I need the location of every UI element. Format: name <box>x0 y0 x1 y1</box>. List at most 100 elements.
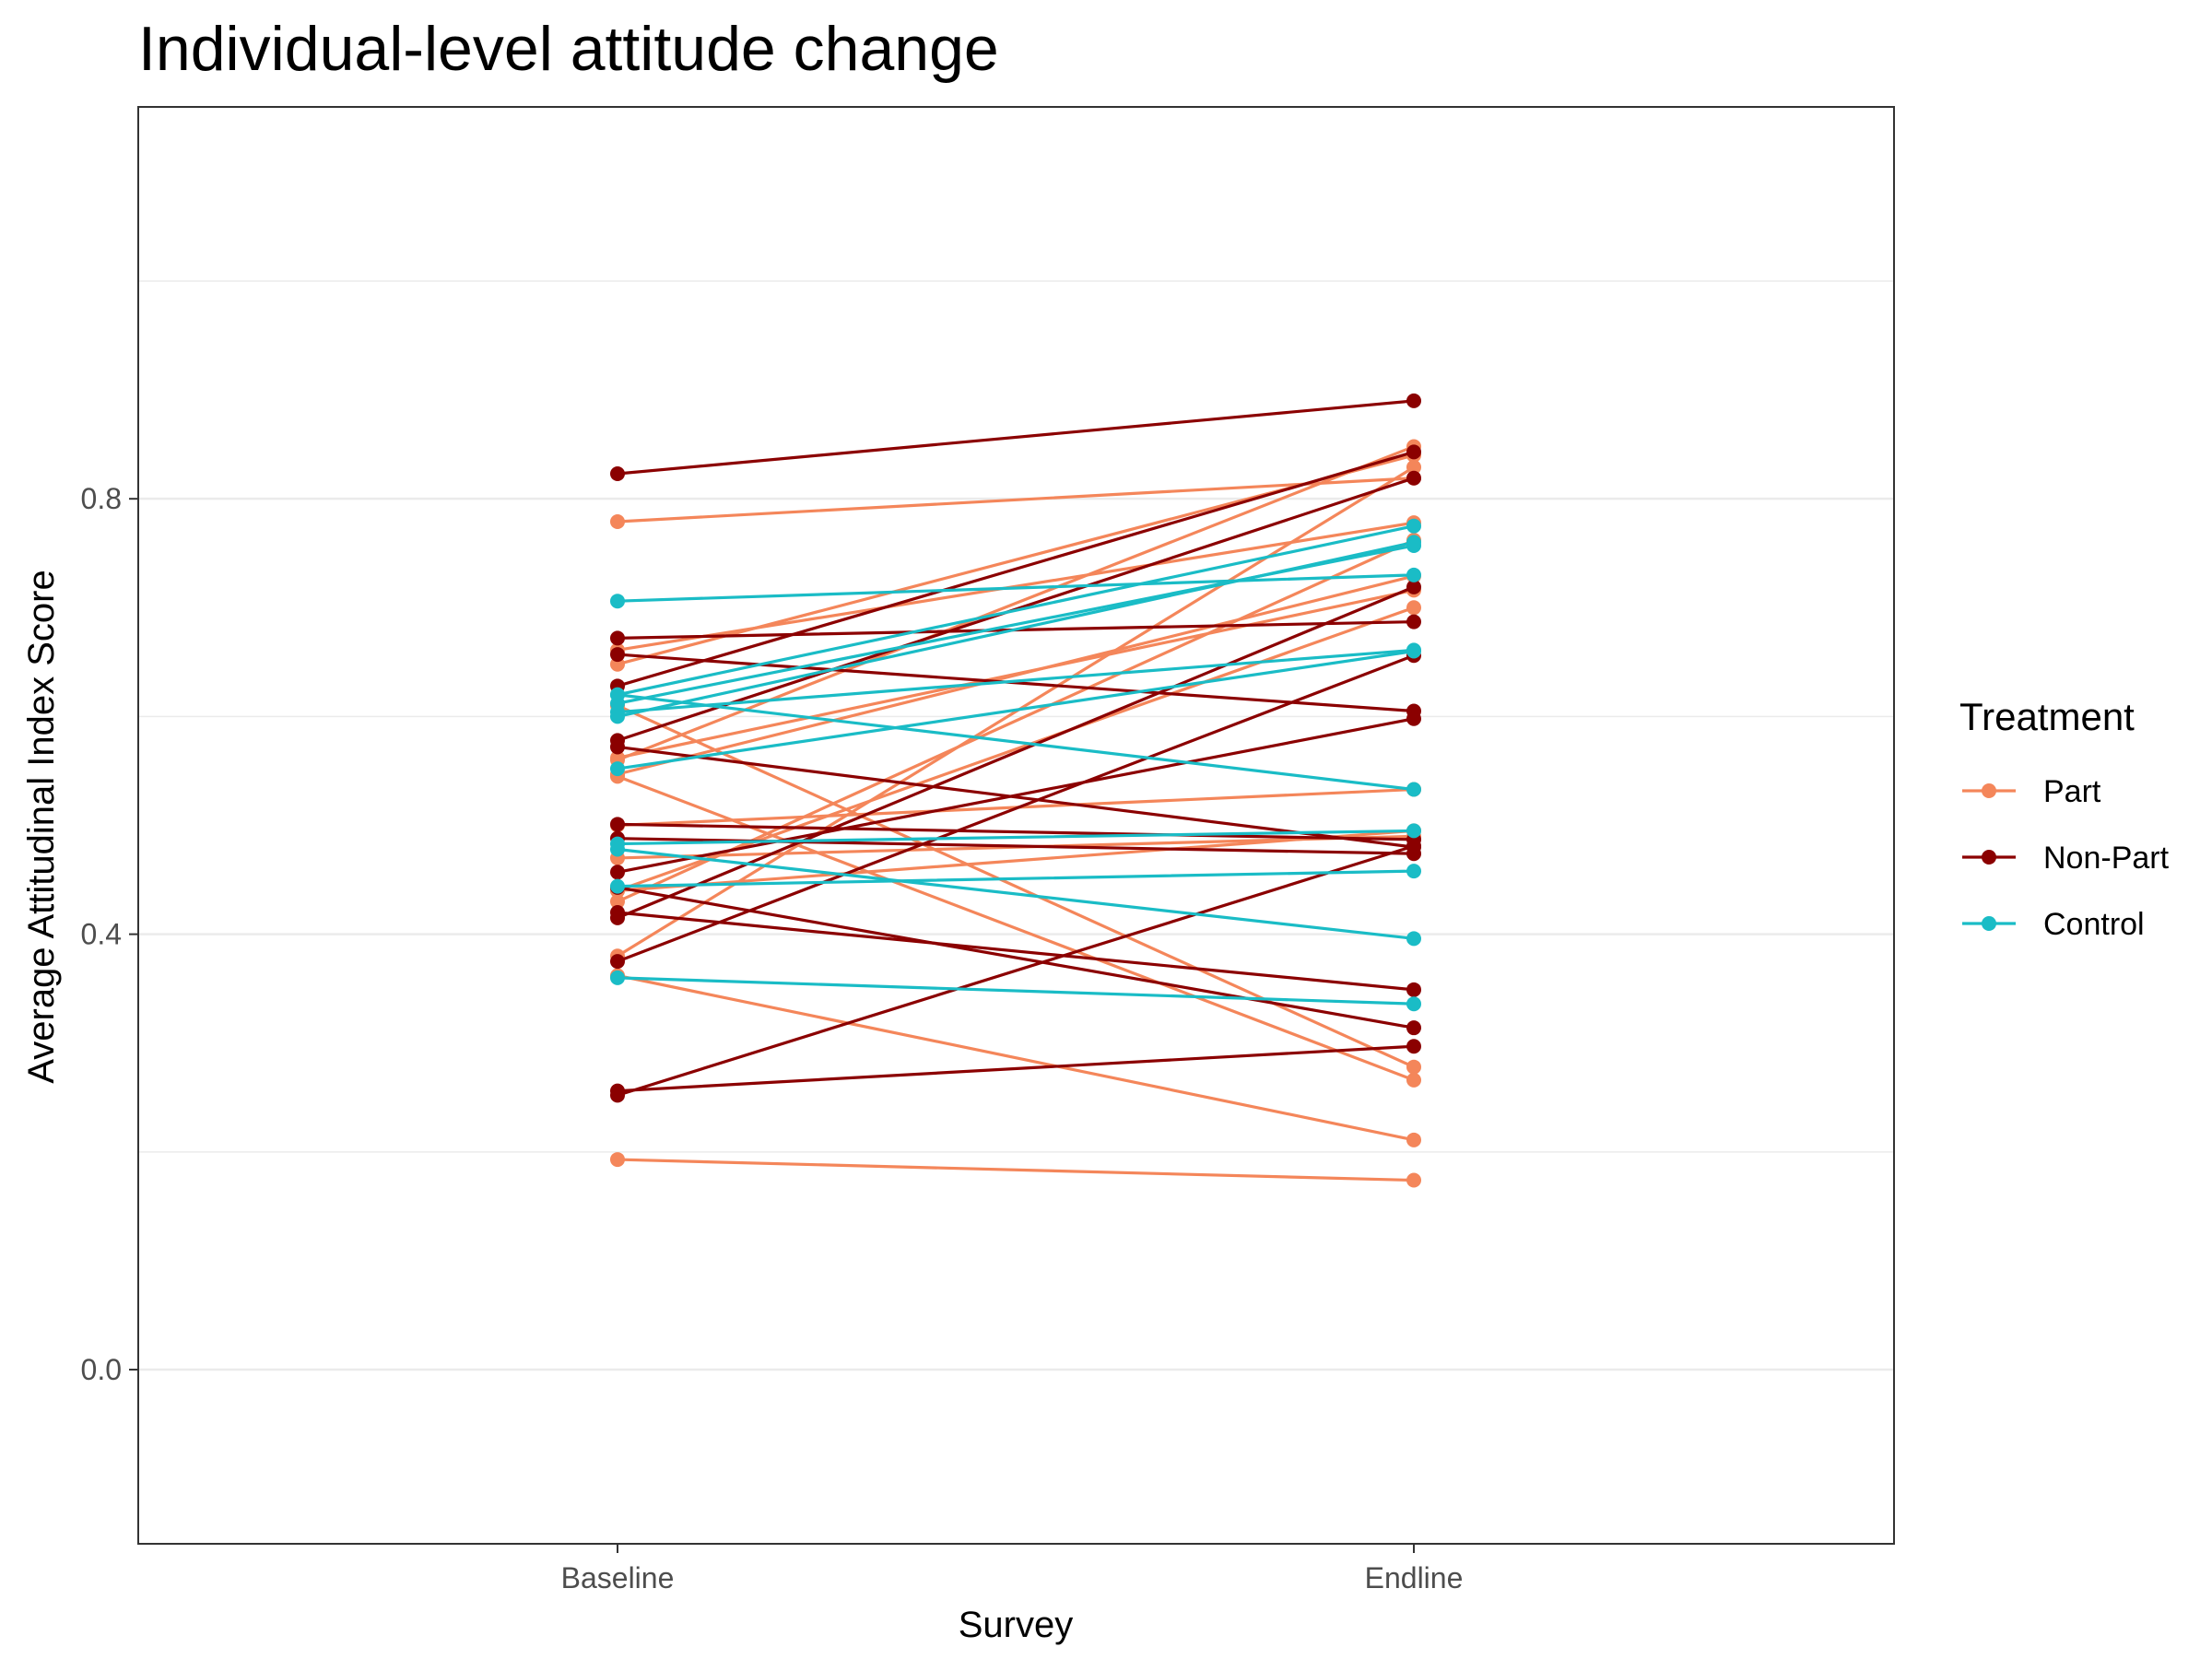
x-axis: Baseline Endline <box>561 1544 1464 1594</box>
data-point <box>1406 1039 1421 1054</box>
series-line <box>616 649 1416 771</box>
y-axis: 0.0 0.4 0.8 <box>81 482 138 1386</box>
series-line <box>616 648 1416 714</box>
data-point <box>1406 711 1421 726</box>
series-line <box>616 976 1416 1006</box>
series-line <box>616 1158 1416 1182</box>
legend-title: Treatment <box>1959 695 2135 738</box>
series-line <box>616 844 1416 1098</box>
data-point <box>1406 518 1421 534</box>
series-line <box>616 653 1416 963</box>
data-point <box>610 865 625 880</box>
data-point <box>1406 1132 1421 1147</box>
series-control <box>610 535 1421 724</box>
data-point <box>610 466 625 482</box>
series-line <box>616 745 1416 849</box>
data-point <box>1406 470 1421 486</box>
data-point <box>610 954 625 970</box>
data-point <box>1406 996 1421 1012</box>
data-point <box>610 647 625 663</box>
series-nonpart <box>610 711 1421 880</box>
data-point <box>610 910 625 925</box>
panel-border <box>137 106 1895 1545</box>
y-axis-title: Average Attitudinal Index Score <box>21 570 62 1083</box>
series-line <box>616 911 1416 992</box>
data-point <box>1406 567 1421 582</box>
series-part <box>610 1152 1421 1188</box>
series-line <box>616 717 1416 874</box>
legend-key-point <box>1982 916 1996 931</box>
series-line <box>616 829 1416 892</box>
y-tick-label: 0.0 <box>81 1353 122 1386</box>
y-tick-label: 0.8 <box>81 482 122 515</box>
data-point <box>610 817 625 832</box>
series-line <box>616 444 1416 762</box>
series-line <box>616 477 1416 524</box>
x-tick-label: Baseline <box>561 1561 675 1594</box>
series-nonpart <box>610 393 1421 482</box>
data-point <box>1406 600 1421 616</box>
series-nonpart <box>610 838 1421 1103</box>
data-point <box>610 1088 625 1103</box>
y-tick-label: 0.4 <box>81 918 122 951</box>
legend-item-part: Part <box>1962 774 2101 809</box>
data-point <box>1406 614 1421 629</box>
plot-panel <box>137 106 1895 1545</box>
series-line <box>616 829 1416 846</box>
series-line <box>616 588 1416 759</box>
data-point <box>610 894 625 910</box>
series-control <box>610 687 1421 797</box>
series-line <box>616 973 1416 1142</box>
legend-entries: Part Non-Part Control <box>1962 774 2170 942</box>
series-control <box>610 841 1421 947</box>
series-line <box>616 399 1416 476</box>
data-point <box>1406 1020 1421 1036</box>
series-line <box>616 573 1416 603</box>
data-point <box>610 594 625 609</box>
data-point <box>1406 459 1421 475</box>
series-line <box>616 869 1416 888</box>
data-point <box>610 970 625 985</box>
legend-item-control: Control <box>1962 907 2145 942</box>
data-point <box>1406 982 1421 997</box>
series-line <box>616 524 1416 697</box>
data-point <box>610 739 625 755</box>
series-line <box>616 653 1416 713</box>
data-point <box>1406 838 1421 853</box>
series-control <box>610 567 1421 609</box>
chart-title: Individual-level attitude change <box>138 14 999 84</box>
panel-background <box>138 107 1894 1544</box>
legend-item-nonpart: Non-Part <box>1962 841 2170 876</box>
data-point <box>1406 1172 1421 1188</box>
series-line <box>616 465 1416 958</box>
series-line <box>616 693 1416 792</box>
series-line <box>616 1044 1416 1093</box>
x-tick-label: Endline <box>1365 1561 1464 1594</box>
data-point <box>610 841 625 857</box>
series-line <box>616 540 1416 718</box>
data-point <box>610 630 625 646</box>
series-layer <box>610 393 1421 1188</box>
series-control <box>610 970 1421 1012</box>
data-point <box>1406 1072 1421 1088</box>
data-point <box>1406 1059 1421 1075</box>
data-point <box>610 878 625 894</box>
data-point <box>1406 535 1421 550</box>
data-point <box>610 687 625 702</box>
data-point <box>1406 823 1421 839</box>
series-line <box>616 847 1416 940</box>
series-control <box>610 643 1421 777</box>
legend-key-point <box>1982 850 1996 865</box>
series-line <box>616 822 1416 841</box>
data-point <box>1406 931 1421 947</box>
x-axis-title: Survey <box>959 1605 1074 1645</box>
series-line <box>616 606 1416 892</box>
data-point <box>1406 393 1421 408</box>
data-point <box>1406 643 1421 659</box>
data-point <box>610 1152 625 1168</box>
data-point <box>610 709 625 724</box>
data-point <box>1406 864 1421 879</box>
data-point <box>610 750 625 766</box>
data-point <box>1406 782 1421 797</box>
